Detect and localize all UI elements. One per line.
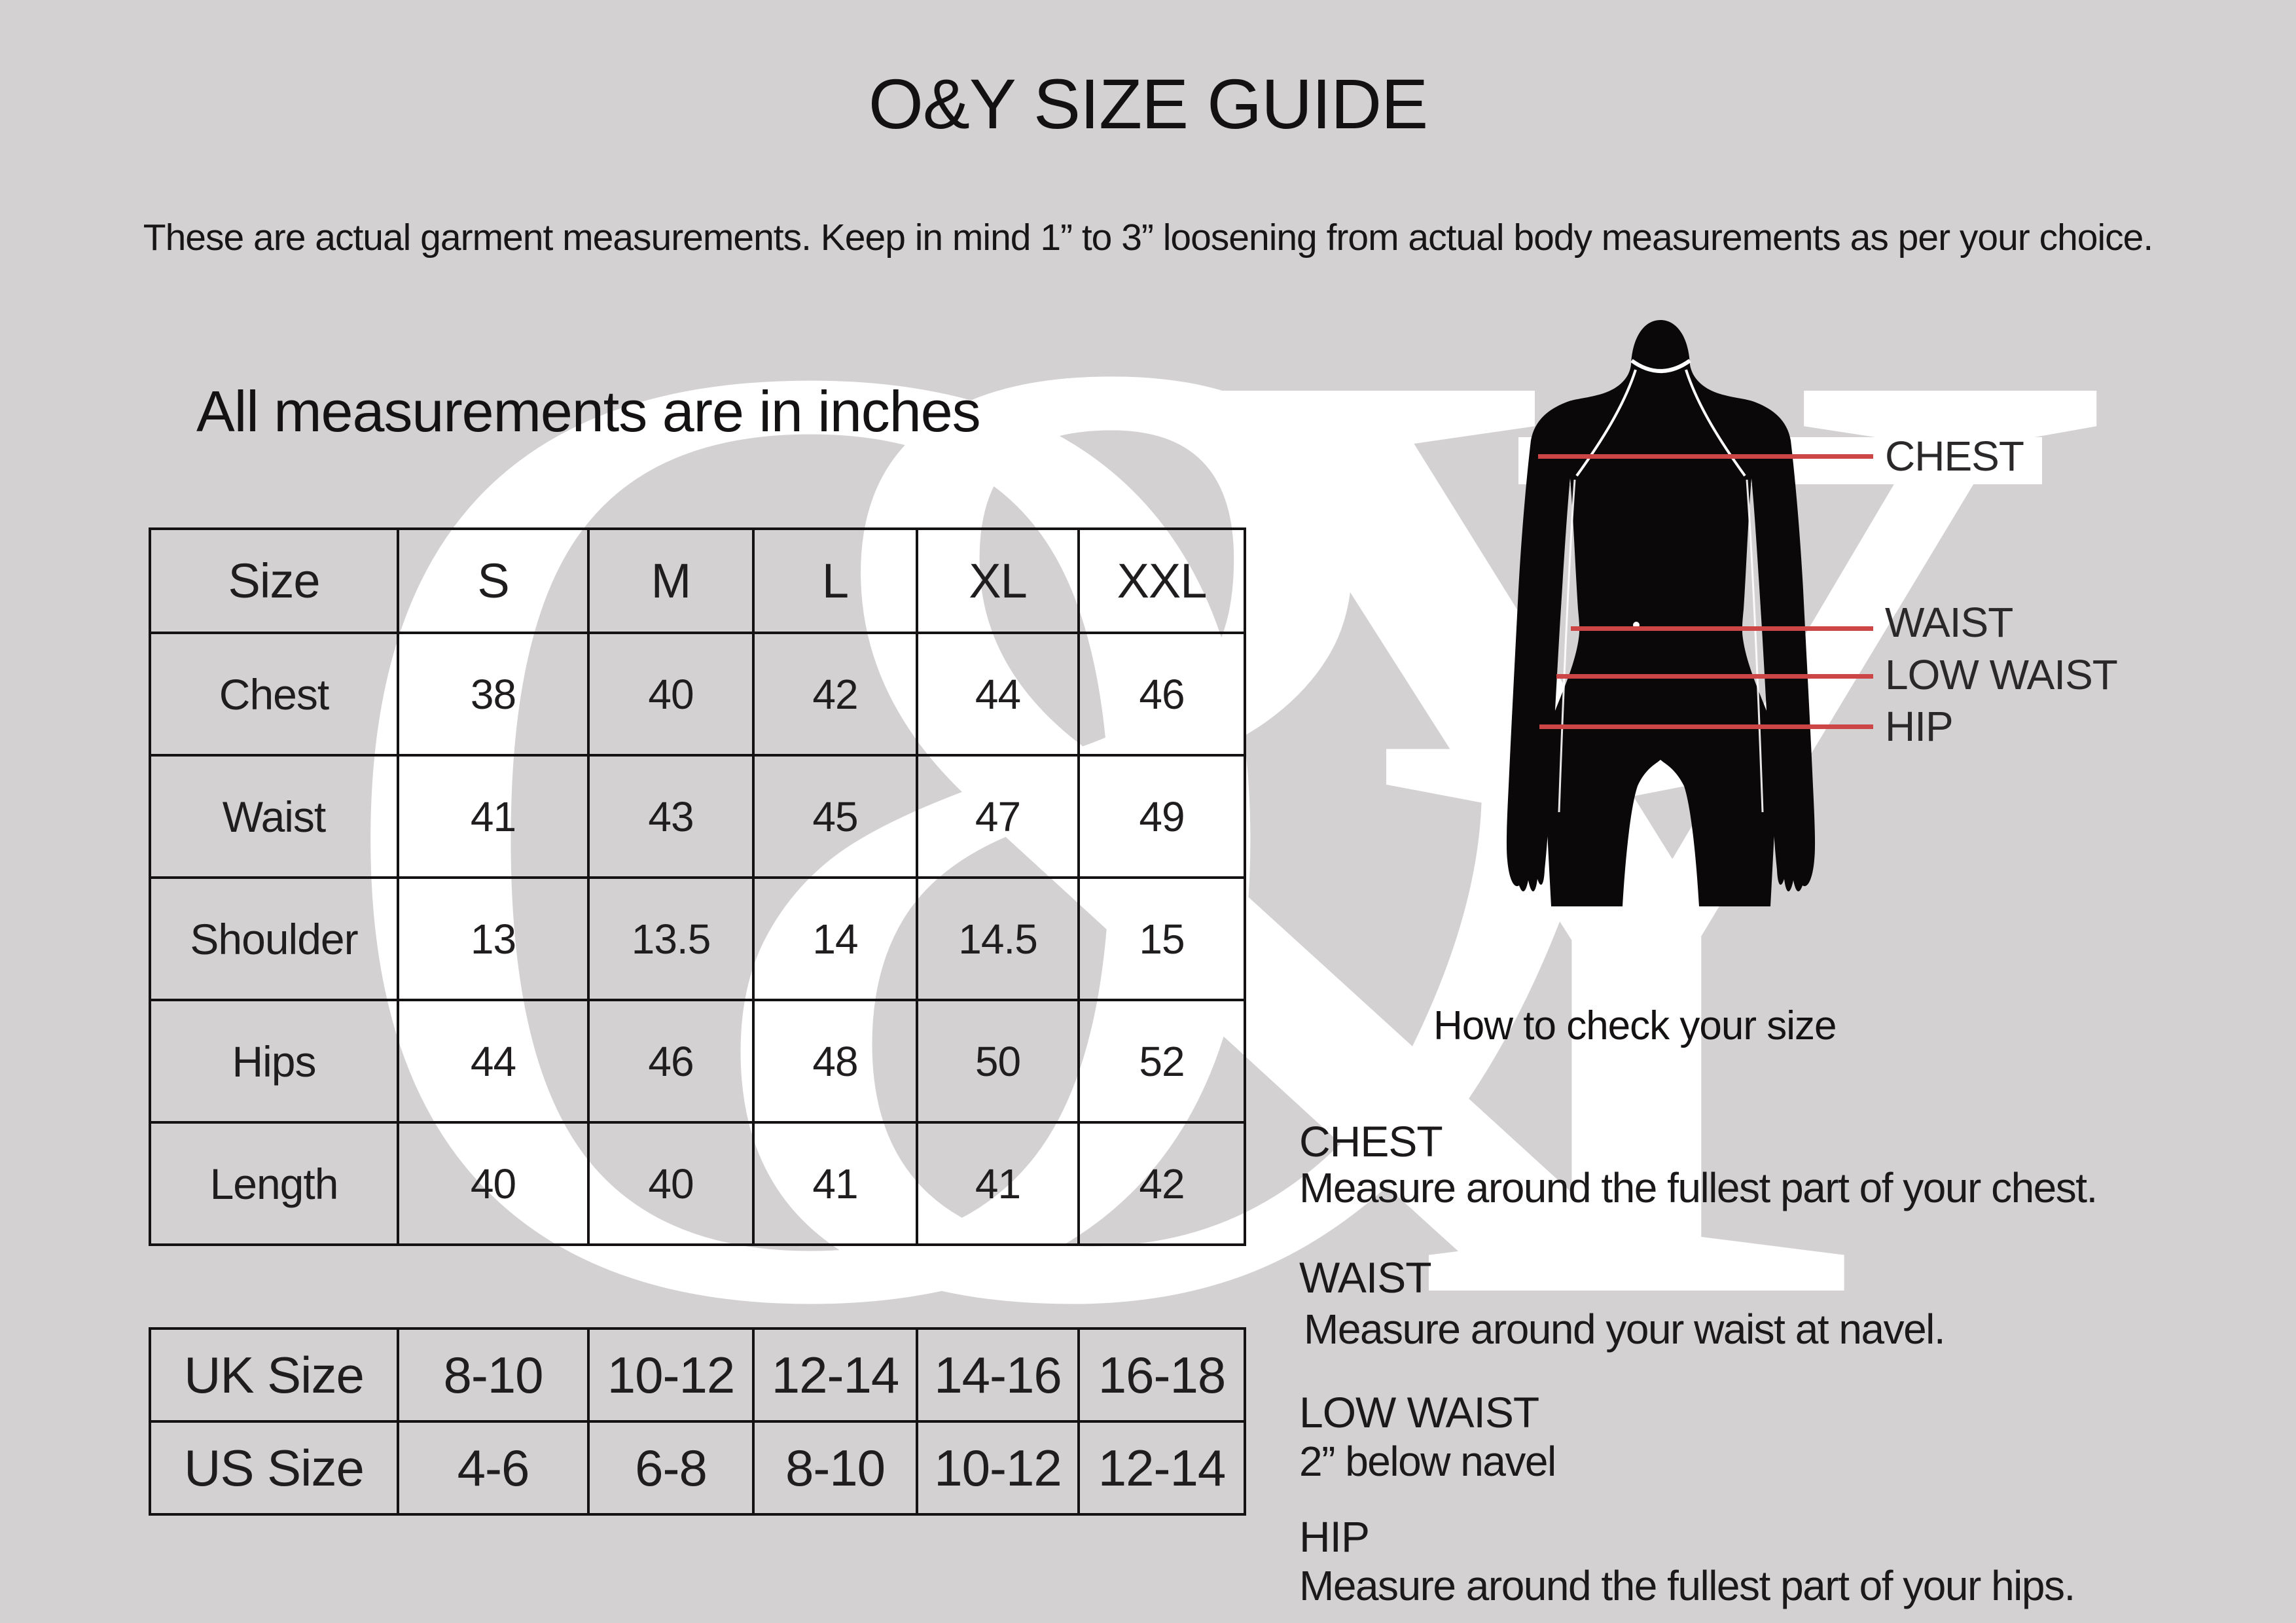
table-cell: 40	[397, 1121, 590, 1246]
table-cell: 12-14	[1077, 1420, 1246, 1516]
column-header: M	[587, 527, 755, 634]
table-cell: 15	[1077, 876, 1246, 1001]
table-cell: 44	[916, 632, 1080, 757]
table-cell: 44	[397, 999, 590, 1124]
waist-measure-line	[1571, 626, 1873, 631]
low-waist-line-label: LOW WAIST	[1885, 651, 2118, 698]
row-label: Length	[149, 1121, 399, 1246]
units-note: All measurements are in inches	[196, 379, 981, 444]
page-subtitle: These are actual garment measurements. K…	[143, 217, 2153, 259]
chest-measure-line	[1538, 454, 1873, 459]
table-row: US Size 4-6 6-8 8-10 10-12 12-14	[149, 1420, 1246, 1516]
column-header: S	[397, 527, 590, 634]
table-cell: 4-6	[397, 1420, 590, 1516]
column-header: XL	[916, 527, 1080, 634]
table-cell: 46	[1077, 632, 1246, 757]
table-cell: 10-12	[916, 1420, 1080, 1516]
page-title: O&Y SIZE GUIDE	[868, 64, 1428, 143]
how-to-heading-hip: HIP	[1299, 1512, 1370, 1561]
table-cell: 52	[1077, 999, 1246, 1124]
table-cell: 14	[752, 876, 918, 1001]
low-waist-measure-line	[1556, 674, 1873, 679]
waist-line-label: WAIST	[1885, 599, 2013, 646]
table-row: Shoulder 13 13.5 14 14.5 15	[149, 876, 1246, 1001]
table-cell: 41	[397, 754, 590, 879]
how-to-heading-waist: WAIST	[1299, 1253, 1432, 1302]
hip-measure-line	[1539, 724, 1873, 729]
table-row: Length 40 40 41 41 42	[149, 1121, 1246, 1246]
size-table-header-row: Size S M L XL XXL	[149, 527, 1246, 634]
table-cell: 42	[1077, 1121, 1246, 1246]
table-cell: 12-14	[752, 1327, 918, 1423]
table-cell: 49	[1077, 754, 1246, 879]
table-cell: 8-10	[752, 1420, 918, 1516]
table-cell: 10-12	[587, 1327, 755, 1423]
table-cell: 40	[587, 632, 755, 757]
table-cell: 48	[752, 999, 918, 1124]
row-label: Hips	[149, 999, 399, 1124]
row-label: UK Size	[149, 1327, 399, 1423]
table-cell: 13.5	[587, 876, 755, 1001]
table-row: UK Size 8-10 10-12 12-14 14-16 16-18	[149, 1327, 1246, 1423]
table-cell: 38	[397, 632, 590, 757]
how-to-text-chest: Measure around the fullest part of your …	[1299, 1164, 2098, 1211]
how-to-text-low-waist: 2” below navel	[1299, 1438, 1556, 1485]
table-cell: 8-10	[397, 1327, 590, 1423]
column-header: XXL	[1077, 527, 1246, 634]
table-cell: 13	[397, 876, 590, 1001]
table-row: Chest 38 40 42 44 46	[149, 632, 1246, 757]
conversion-table: UK Size 8-10 10-12 12-14 14-16 16-18 US …	[149, 1327, 1246, 1516]
row-label: US Size	[149, 1420, 399, 1516]
hip-line-label: HIP	[1885, 703, 1954, 750]
row-label: Chest	[149, 632, 399, 757]
how-to-heading-low-waist: LOW WAIST	[1299, 1388, 1539, 1436]
chest-line-label: CHEST	[1885, 433, 2024, 480]
table-cell: 46	[587, 999, 755, 1124]
table-cell: 6-8	[587, 1420, 755, 1516]
how-to-heading-chest: CHEST	[1299, 1117, 1443, 1166]
column-header: Size	[149, 527, 399, 634]
table-cell: 42	[752, 632, 918, 757]
table-cell: 14-16	[916, 1327, 1080, 1423]
table-cell: 50	[916, 999, 1080, 1124]
size-table: Size S M L XL XXL Chest 38 40 42 44 46 W…	[149, 527, 1246, 1246]
row-label: Waist	[149, 754, 399, 879]
how-to-text-hip: Measure around the fullest part of your …	[1299, 1562, 2075, 1609]
table-cell: 40	[587, 1121, 755, 1246]
how-to-text-waist: Measure around your waist at navel.	[1304, 1306, 1946, 1353]
column-header: L	[752, 527, 918, 634]
table-cell: 47	[916, 754, 1080, 879]
how-to-title: How to check your size	[1433, 1003, 1837, 1048]
table-row: Hips 44 46 48 50 52	[149, 999, 1246, 1124]
female-body-silhouette-icon	[1506, 320, 1816, 906]
table-cell: 43	[587, 754, 755, 879]
table-cell: 16-18	[1077, 1327, 1246, 1423]
table-cell: 41	[916, 1121, 1080, 1246]
row-label: Shoulder	[149, 876, 399, 1001]
table-cell: 41	[752, 1121, 918, 1246]
table-row: Waist 41 43 45 47 49	[149, 754, 1246, 879]
table-cell: 14.5	[916, 876, 1080, 1001]
table-cell: 45	[752, 754, 918, 879]
